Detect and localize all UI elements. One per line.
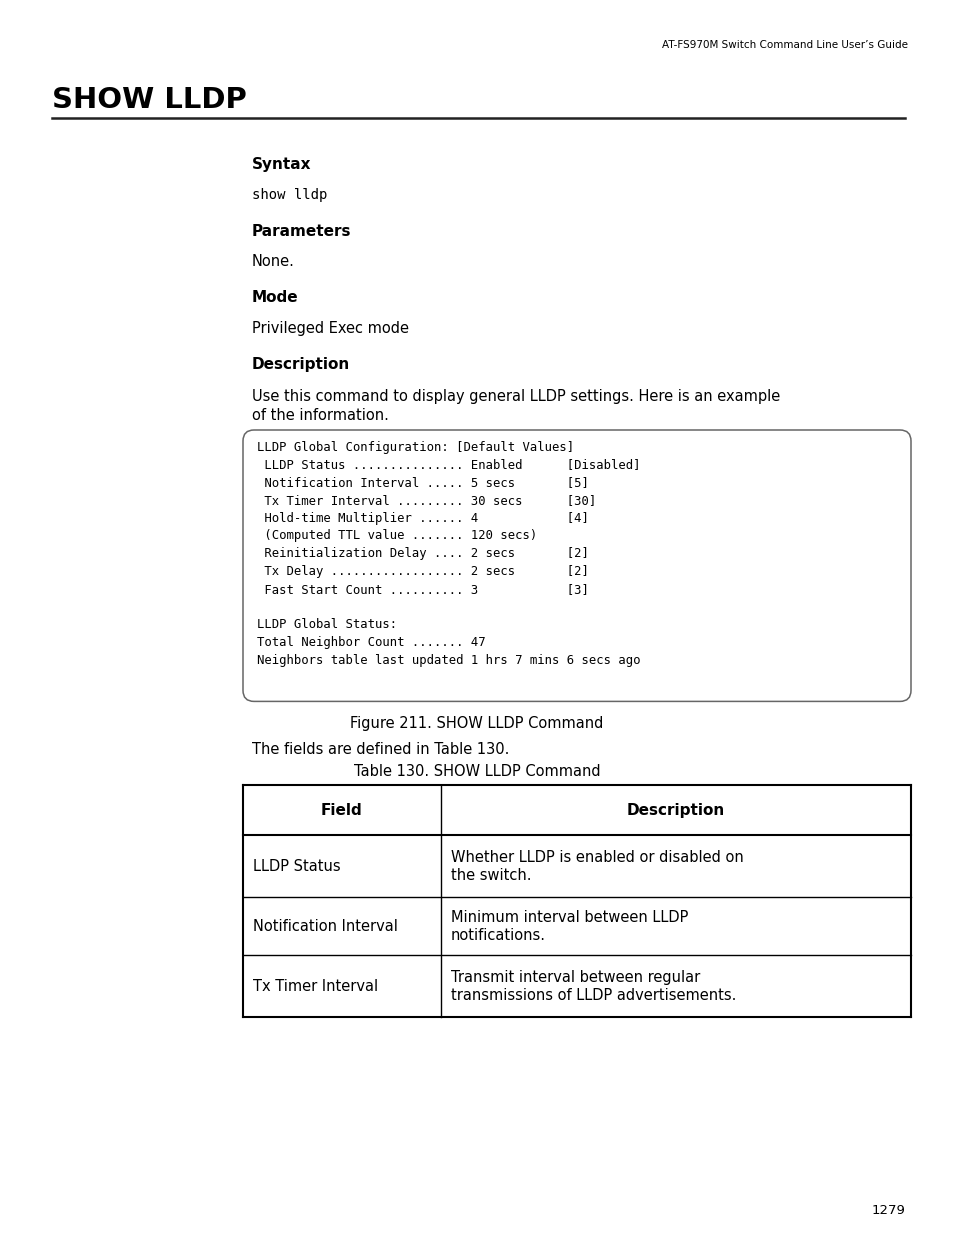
Text: 1279: 1279 <box>870 1203 904 1216</box>
Text: LLDP Status ............... Enabled      [Disabled]: LLDP Status ............... Enabled [Dis… <box>256 458 639 472</box>
Text: Transmit interval between regular: Transmit interval between regular <box>451 969 700 984</box>
Text: Use this command to display general LLDP settings. Here is an example: Use this command to display general LLDP… <box>252 389 780 405</box>
Text: LLDP Global Configuration: [Default Values]: LLDP Global Configuration: [Default Valu… <box>256 441 574 453</box>
Text: LLDP Status: LLDP Status <box>253 858 340 874</box>
Text: Notification Interval: Notification Interval <box>253 919 397 934</box>
Text: Notification Interval ..... 5 secs       [5]: Notification Interval ..... 5 secs [5] <box>256 477 588 489</box>
Text: AT-FS970M Switch Command Line User’s Guide: AT-FS970M Switch Command Line User’s Gui… <box>661 40 907 49</box>
Text: The fields are defined in Table 130.: The fields are defined in Table 130. <box>252 742 509 757</box>
Text: Whether LLDP is enabled or disabled on: Whether LLDP is enabled or disabled on <box>451 850 743 864</box>
Text: transmissions of LLDP advertisements.: transmissions of LLDP advertisements. <box>451 988 736 1003</box>
Text: Tx Timer Interval ......... 30 secs      [30]: Tx Timer Interval ......... 30 secs [30] <box>256 494 596 506</box>
Text: Total Neighbor Count ....... 47: Total Neighbor Count ....... 47 <box>256 636 485 650</box>
Text: Privileged Exec mode: Privileged Exec mode <box>252 321 409 336</box>
Text: show lldp: show lldp <box>252 188 327 203</box>
Text: Hold-time Multiplier ...... 4            [4]: Hold-time Multiplier ...... 4 [4] <box>256 511 588 525</box>
Text: LLDP Global Status:: LLDP Global Status: <box>256 619 396 631</box>
Text: SHOW LLDP: SHOW LLDP <box>52 86 247 114</box>
Text: Syntax: Syntax <box>252 158 312 173</box>
Text: Figure 211. SHOW LLDP Command: Figure 211. SHOW LLDP Command <box>350 716 603 731</box>
Text: Minimum interval between LLDP: Minimum interval between LLDP <box>451 910 688 925</box>
Text: Tx Timer Interval: Tx Timer Interval <box>253 979 377 994</box>
Text: Description: Description <box>626 803 724 818</box>
Text: Parameters: Parameters <box>252 225 351 240</box>
Text: Field: Field <box>321 803 362 818</box>
Text: Neighbors table last updated 1 hrs 7 mins 6 secs ago: Neighbors table last updated 1 hrs 7 min… <box>256 655 639 667</box>
Text: Fast Start Count .......... 3            [3]: Fast Start Count .......... 3 [3] <box>256 583 588 597</box>
Text: Mode: Mode <box>252 290 298 305</box>
Text: Reinitialization Delay .... 2 secs       [2]: Reinitialization Delay .... 2 secs [2] <box>256 547 588 561</box>
Text: Table 130. SHOW LLDP Command: Table 130. SHOW LLDP Command <box>354 764 599 779</box>
Text: None.: None. <box>252 254 294 269</box>
Text: the switch.: the switch. <box>451 868 531 883</box>
FancyBboxPatch shape <box>243 430 910 701</box>
Text: (Computed TTL value ....... 120 secs): (Computed TTL value ....... 120 secs) <box>256 530 537 542</box>
Text: notifications.: notifications. <box>451 927 545 942</box>
Text: Tx Delay .................. 2 secs       [2]: Tx Delay .................. 2 secs [2] <box>256 566 588 578</box>
Text: of the information.: of the information. <box>252 408 389 422</box>
Text: Description: Description <box>252 357 350 372</box>
